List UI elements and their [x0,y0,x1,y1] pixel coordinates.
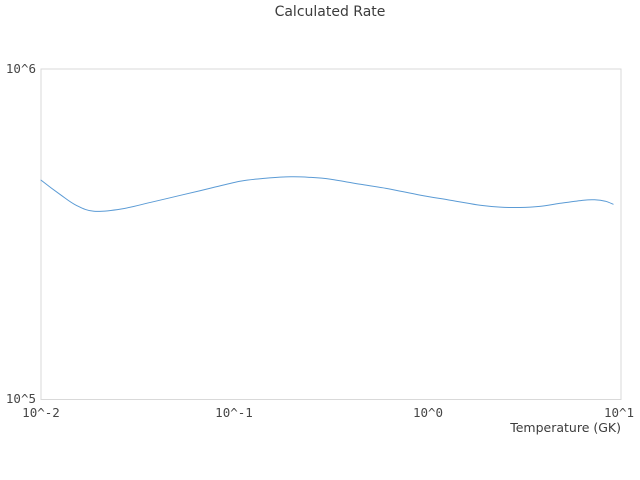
y-tick-label-1e5: 10^5 [6,391,36,406]
chart-title: Calculated Rate [275,4,386,20]
x-axis-label: Temperature (GK) [509,420,621,435]
x-tick-label-1e-1: 10^-1 [215,405,253,420]
x-tick-label-1e1: 10^1 [604,405,634,420]
rate-line-series [40,176,614,212]
plot-area-border [40,68,622,400]
x-tick-label-1e-2: 10^-2 [22,405,60,420]
x-tick-label-1e0: 10^0 [413,405,443,420]
y-tick-label-1e6: 10^6 [6,61,36,76]
